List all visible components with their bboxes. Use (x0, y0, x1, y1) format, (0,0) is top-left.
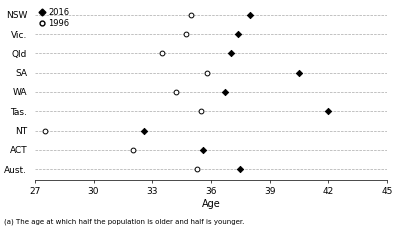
Point (204, 71, 210, 74)
Point (247, 13, 253, 17)
Point (325, 109, 331, 113)
Point (159, 52, 165, 55)
Point (296, 71, 302, 74)
Point (200, 148, 206, 152)
Point (188, 13, 195, 17)
Point (227, 52, 234, 55)
Point (129, 148, 136, 152)
Point (182, 32, 189, 36)
Point (235, 32, 241, 36)
Legend: 2016, 1996: 2016, 1996 (39, 8, 69, 28)
Point (222, 90, 228, 94)
Point (194, 167, 200, 171)
Point (141, 129, 148, 132)
Point (41, 129, 48, 132)
Point (198, 109, 204, 113)
X-axis label: Age: Age (202, 199, 220, 209)
Text: (a) The age at which half the population is older and half is younger.: (a) The age at which half the population… (4, 218, 244, 225)
Point (237, 167, 243, 171)
Point (173, 90, 179, 94)
